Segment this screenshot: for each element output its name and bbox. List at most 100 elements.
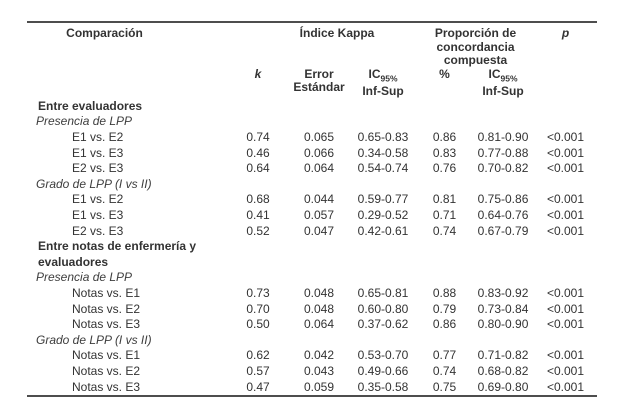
subsection-label: Grado de LPP (I vs II): [36, 176, 152, 191]
subsection-row: Grado de LPP (I vs II): [27, 177, 597, 193]
row-label: E2 vs. E3: [72, 223, 124, 238]
row-label: Notas vs. E1: [72, 348, 141, 363]
p-value: <0.001: [546, 301, 585, 316]
col-header-k: k: [254, 66, 262, 81]
pct-value: 0.86: [432, 130, 457, 145]
row-label: E1 vs. E3: [72, 208, 124, 223]
ic95-kappa-value: 0.42-0.61: [357, 223, 409, 238]
subsection-label: Presencia de LPP: [36, 114, 133, 129]
ic95-prop-value: 0.64-0.76: [477, 208, 529, 223]
ic95-kappa-value: 0.59-0.77: [357, 192, 409, 207]
col-group-proporcion-label: Proporción de concordancia compuesta: [434, 26, 517, 67]
error-estandar-value: 0.064: [303, 317, 335, 332]
k-value: 0.74: [246, 130, 270, 145]
ic95-prop-value: 0.68-0.82: [477, 363, 529, 378]
ic95-kappa-value: 0.35-0.58: [357, 379, 409, 394]
error-estandar-value: 0.043: [303, 363, 335, 378]
pct-value: 0.74: [432, 363, 457, 378]
p-value: <0.001: [546, 317, 585, 332]
kappa-concordance-table: Comparación Índice Kappa Proporción de c…: [27, 21, 598, 398]
row-label: E2 vs. E3: [72, 161, 124, 176]
p-value: <0.001: [546, 161, 585, 176]
header-group-row: Comparación Índice Kappa Proporción de c…: [27, 22, 597, 68]
table-row: E1 vs. E3 0.41 0.057 0.29-0.52 0.71 0.64-0.76…: [27, 208, 597, 224]
pct-value: 0.75: [432, 379, 457, 394]
table-row: E1 vs. E3 0.46 0.066 0.34-0.58 0.83 0.77-0.88…: [27, 146, 597, 162]
p-value: <0.001: [546, 379, 585, 394]
k-value: 0.46: [246, 145, 270, 160]
ic95-kappa-value: 0.37-0.62: [357, 317, 409, 332]
error-estandar-value: 0.064: [303, 161, 335, 176]
p-value: <0.001: [546, 286, 585, 301]
table-row: Notas vs. E1 0.73 0.048 0.65-0.81 0.88 0.83-0…: [27, 286, 597, 302]
p-value: <0.001: [546, 192, 585, 207]
ic95-kappa-value: 0.49-0.66: [357, 363, 409, 378]
pct-value: 0.83: [432, 145, 457, 160]
section-row: Entre evaluadores: [27, 99, 597, 115]
pct-value: 0.77: [432, 348, 457, 363]
ic95-prop-value: 0.73-0.84: [477, 301, 529, 316]
row-label: Notas vs. E2: [72, 363, 141, 378]
table-row: Notas vs. E3 0.50 0.064 0.37-0.62 0.86 0.80-0…: [27, 317, 597, 333]
k-value: 0.73: [246, 286, 270, 301]
subsection-row: Grado de LPP (I vs II): [27, 333, 597, 349]
k-value: 0.41: [246, 208, 270, 223]
col-group-indice-kappa: Índice Kappa: [299, 26, 375, 40]
k-value: 0.52: [246, 223, 270, 238]
pct-value: 0.74: [432, 223, 457, 238]
subsection-row: Presencia de LPP: [27, 114, 597, 130]
section-row: Entre notas de enfermería y evaluadores: [27, 239, 597, 270]
col-header-error-estandar: Error Estándar: [293, 66, 345, 94]
ic95-prop-value: 0.81-0.90: [477, 130, 529, 145]
header-sub-row: k Error Estándar IC95% Inf-Sup % IC95% Inf…: [27, 66, 597, 99]
ic95-prop-value: 0.75-0.86: [477, 192, 529, 207]
ic95-kappa-value: 0.53-0.70: [357, 348, 409, 363]
section-label: Entre notas de enfermería y evaluadores: [27, 239, 597, 270]
col-header-comparacion: Comparación: [66, 26, 143, 40]
ic-label: IC: [368, 66, 381, 81]
error-estandar-value: 0.047: [303, 223, 335, 238]
section-label-text: Entre evaluadores: [38, 98, 143, 113]
row-label: E1 vs. E2: [72, 130, 124, 145]
inf-sup-label: Inf-Sup: [362, 84, 404, 99]
table-row: E2 vs. E3 0.64 0.064 0.54-0.74 0.76 0.70-0.82…: [27, 161, 597, 177]
k-value: 0.70: [246, 301, 270, 316]
pct-value: 0.88: [432, 286, 457, 301]
section-label: Entre evaluadores: [27, 99, 597, 115]
ic95-kappa-value: 0.29-0.52: [357, 208, 409, 223]
p-value: <0.001: [546, 145, 585, 160]
col-header-ic95-prop: IC95% Inf-Sup: [472, 66, 534, 99]
row-label: E1 vs. E2: [72, 192, 124, 207]
ic95-kappa-value: 0.54-0.74: [357, 161, 409, 176]
ic95-prop-value: 0.77-0.88: [477, 145, 529, 160]
ic95-prop-value: 0.67-0.79: [477, 223, 529, 238]
k-value: 0.68: [246, 192, 270, 207]
p-value: <0.001: [546, 208, 585, 223]
ic-label: IC: [488, 66, 501, 81]
table-body: Entre evaluadores Presencia de LPP E1 vs. …: [27, 99, 597, 396]
table-row: E1 vs. E2 0.74 0.065 0.65-0.83 0.86 0.81-0.90…: [27, 130, 597, 146]
table-row: Notas vs. E2 0.57 0.043 0.49-0.66 0.74 0.68-0…: [27, 364, 597, 380]
error-estandar-value: 0.044: [303, 192, 335, 207]
ic95-prop-value: 0.70-0.82: [477, 161, 529, 176]
col-header-pct: %: [439, 66, 450, 81]
k-value: 0.64: [246, 161, 270, 176]
table-row: E2 vs. E3 0.52 0.047 0.42-0.61 0.74 0.67-0.79…: [27, 224, 597, 240]
ic95-prop-value: 0.71-0.82: [477, 348, 529, 363]
table-row: Notas vs. E3 0.47 0.059 0.35-0.58 0.75 0.69-0…: [27, 380, 597, 397]
col-header-p: p: [561, 26, 570, 40]
table-header: Comparación Índice Kappa Proporción de c…: [27, 22, 597, 99]
subsection-row: Presencia de LPP: [27, 270, 597, 286]
error-estandar-value: 0.065: [303, 130, 335, 145]
k-value: 0.62: [246, 348, 270, 363]
error-estandar-value: 0.057: [303, 208, 335, 223]
error-estandar-value: 0.048: [303, 286, 335, 301]
row-label: Notas vs. E2: [72, 301, 141, 316]
ic-subscript: 95%: [380, 72, 398, 83]
p-value: <0.001: [546, 223, 585, 238]
section-label-text: Entre notas de enfermería y evaluadores: [38, 239, 197, 269]
ic95-kappa-value: 0.65-0.83: [357, 130, 409, 145]
subsection-label: Presencia de LPP: [36, 270, 133, 285]
col-group-proporcion: Proporción de concordancia compuesta: [417, 22, 534, 68]
row-label: Notas vs. E3: [72, 379, 141, 394]
